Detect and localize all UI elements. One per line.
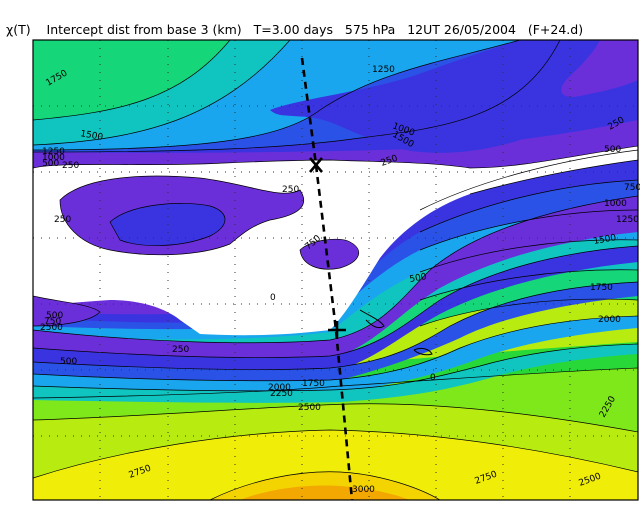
label-250-lowcenter: 250: [172, 345, 189, 355]
trajectory-line: [300, 57, 354, 501]
grid-lines: [33, 40, 638, 500]
label-1250-top: 1250: [372, 65, 395, 75]
label-3000-bottom: 3000: [352, 485, 375, 495]
label-500-lowerleft: 500: [46, 311, 63, 321]
label-250-left: 250: [62, 161, 79, 171]
field-orange: [240, 485, 410, 500]
label-1250-right: 1250: [616, 215, 639, 225]
label-2000-right: 2000: [598, 315, 621, 325]
label-250-lowerleft: 250: [54, 215, 71, 225]
blob-violet-corner: [561, 40, 638, 97]
tongue-violet: [300, 239, 359, 270]
label-1750-right: 1750: [590, 283, 613, 293]
label-2250-low: 2250: [270, 389, 293, 399]
blob-navy: [270, 40, 638, 153]
label-0-b: 0: [430, 373, 436, 383]
marker-x: [309, 157, 323, 173]
label-500-band: 500: [409, 272, 428, 285]
label-1500-left: 1500: [79, 129, 104, 143]
label-1000-right: 1000: [604, 199, 627, 209]
label-750-lowerleft: 750: [44, 317, 61, 327]
label-250-center: 250: [282, 185, 299, 195]
label-1750-lowcenter: 1750: [302, 379, 325, 389]
field-yellow: [33, 430, 638, 500]
label-2500-lowerleft: 2500: [40, 323, 63, 333]
band-violet: [33, 196, 638, 360]
label-500-center: 500: [60, 357, 77, 367]
label-0-a: 0: [270, 293, 276, 303]
small-squiggles: [359, 309, 433, 356]
label-1250-left: 1250: [42, 147, 65, 157]
plot-title: χ(T) Intercept dist from base 3 (km) T=3…: [6, 22, 584, 37]
filled-contours: [33, 40, 638, 500]
plot-frame: [32, 39, 639, 501]
label-750-right: 750: [624, 183, 640, 193]
band-blue: [33, 282, 638, 383]
label-500-right: 500: [604, 145, 621, 155]
label-1500-right: 1500: [593, 233, 618, 247]
label-2500-low: 2500: [298, 403, 321, 413]
label-2000-low: 2000: [268, 383, 291, 393]
label-1000-left: 1000: [42, 153, 65, 163]
band-sky: [33, 316, 638, 393]
marker-plus: [328, 321, 346, 339]
label-500-left: 500: [42, 159, 59, 169]
